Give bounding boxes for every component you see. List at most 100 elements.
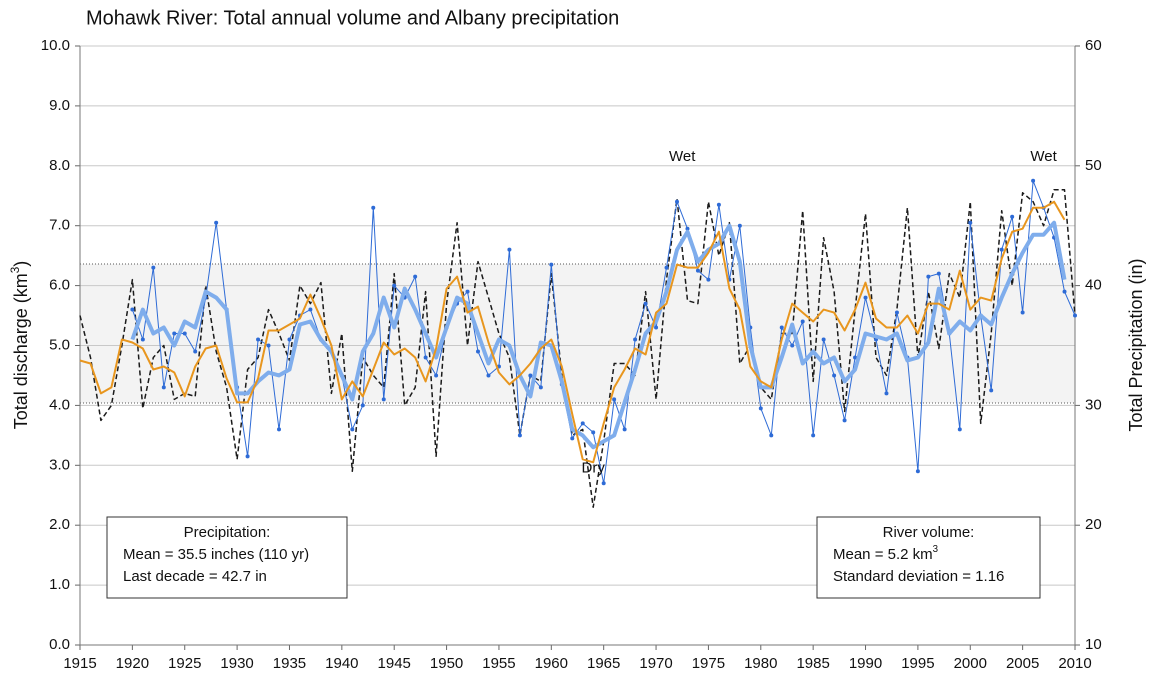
point — [130, 307, 135, 312]
box-heading: River volume: — [883, 524, 975, 541]
y-tick-label: 9.0 — [49, 97, 70, 114]
x-tick-label: 1970 — [639, 655, 672, 672]
x-tick-label: 1960 — [535, 655, 568, 672]
point — [434, 373, 439, 378]
point — [172, 331, 177, 336]
x-tick-label: 1920 — [116, 655, 149, 672]
point — [779, 325, 784, 330]
x-tick-label: 1945 — [378, 655, 411, 672]
point — [413, 274, 418, 279]
point — [894, 310, 899, 315]
y2-tick-label: 60 — [1085, 37, 1102, 54]
x-tick-label: 1930 — [220, 655, 253, 672]
point — [612, 397, 617, 402]
point — [622, 427, 627, 432]
point — [675, 199, 679, 204]
chart-title: Mohawk River: Total annual volume and Al… — [86, 7, 619, 29]
point — [549, 262, 554, 267]
x-tick-label: 2005 — [1006, 655, 1039, 672]
x-tick-label: 2000 — [954, 655, 987, 672]
point — [884, 391, 889, 396]
point — [266, 343, 271, 348]
y-tick-label: 6.0 — [49, 277, 70, 294]
y-tick-label: 0.0 — [49, 636, 70, 653]
point — [381, 397, 386, 402]
box-line: Last decade = 42.7 in — [123, 568, 267, 585]
y-tick-label: 10.0 — [41, 37, 70, 54]
point — [695, 268, 700, 273]
y2-tick-label: 20 — [1085, 516, 1102, 533]
text-part: ) — [11, 261, 31, 267]
point — [140, 337, 145, 342]
point — [151, 265, 156, 270]
series-line — [79, 200, 1066, 464]
point — [915, 469, 920, 474]
point — [308, 307, 313, 312]
point — [193, 349, 198, 354]
point — [1073, 313, 1077, 318]
annotation: Wet — [1030, 148, 1057, 165]
text-part: Total discharge (km — [11, 273, 31, 429]
point — [161, 385, 166, 390]
point — [538, 385, 543, 390]
point — [350, 427, 355, 432]
x-tick-label: 1950 — [430, 655, 463, 672]
point — [999, 247, 1004, 252]
point — [842, 418, 847, 423]
point — [706, 277, 711, 282]
annotation: Wet — [669, 148, 696, 165]
y-tick-label: 5.0 — [49, 336, 70, 353]
point — [476, 349, 480, 354]
point — [936, 271, 941, 276]
point — [486, 373, 491, 378]
y-axis-label: Total discharge (km3) — [9, 261, 31, 430]
point — [926, 274, 931, 279]
point — [182, 331, 187, 336]
point — [214, 220, 219, 225]
point — [769, 433, 774, 438]
info-box — [106, 516, 348, 599]
y-tick-label: 8.0 — [49, 157, 70, 174]
point — [570, 436, 575, 441]
box-line: Standard deviation = 1.16 — [833, 568, 1004, 585]
point — [580, 421, 585, 426]
point — [287, 337, 292, 342]
y-tick-label: 3.0 — [49, 456, 70, 473]
x-tick-label: 1995 — [901, 655, 934, 672]
point — [423, 355, 428, 360]
x-tick-label: 1990 — [849, 655, 882, 672]
y-tick-label: 1.0 — [49, 576, 70, 593]
text-part: 3 — [933, 544, 938, 555]
point — [245, 454, 250, 459]
point — [758, 406, 763, 411]
point — [790, 343, 795, 348]
point — [643, 301, 648, 306]
x-tick-label: 1975 — [692, 655, 725, 672]
point — [1031, 178, 1036, 183]
point — [664, 265, 669, 270]
point — [968, 220, 973, 225]
x-tick-label: 1955 — [482, 655, 515, 672]
point — [853, 355, 858, 360]
box-line: Mean = 5.2 km3 — [833, 544, 938, 563]
x-tick-label: 1965 — [587, 655, 620, 672]
point — [1062, 289, 1067, 294]
point — [716, 202, 721, 207]
point — [821, 337, 826, 342]
point — [517, 433, 522, 438]
point — [832, 373, 837, 378]
text-part: 3 — [9, 267, 22, 274]
point — [685, 226, 690, 231]
point — [1020, 310, 1025, 315]
annotation: Dry — [582, 459, 606, 476]
x-tick-label: 1925 — [168, 655, 201, 672]
point — [633, 337, 638, 342]
y2-tick-label: 50 — [1085, 157, 1102, 174]
point — [507, 247, 512, 252]
point — [371, 205, 376, 210]
point — [277, 427, 281, 432]
point — [591, 430, 596, 435]
x-tick-label: 1985 — [796, 655, 829, 672]
x-tick-label: 1935 — [273, 655, 306, 672]
